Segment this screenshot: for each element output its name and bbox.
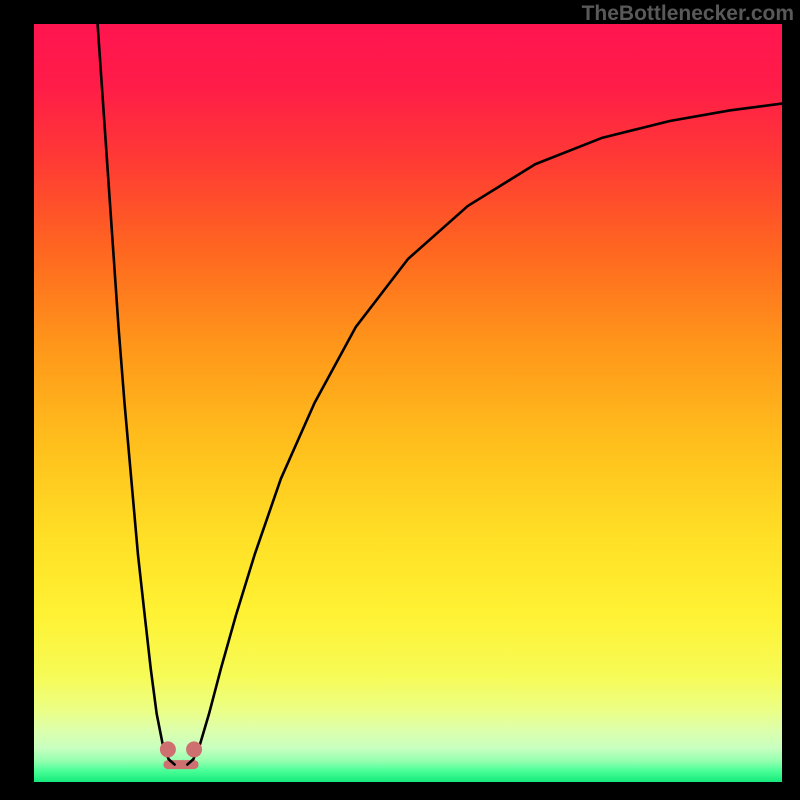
chart-container: TheBottlenecker.com <box>0 0 800 800</box>
highlight-marker-right <box>186 741 202 757</box>
curve-layer <box>34 24 782 782</box>
curve-right-branch <box>187 104 782 765</box>
highlight-marker-left <box>160 741 176 757</box>
curve-left-branch <box>98 24 175 765</box>
plot-area <box>34 24 782 782</box>
